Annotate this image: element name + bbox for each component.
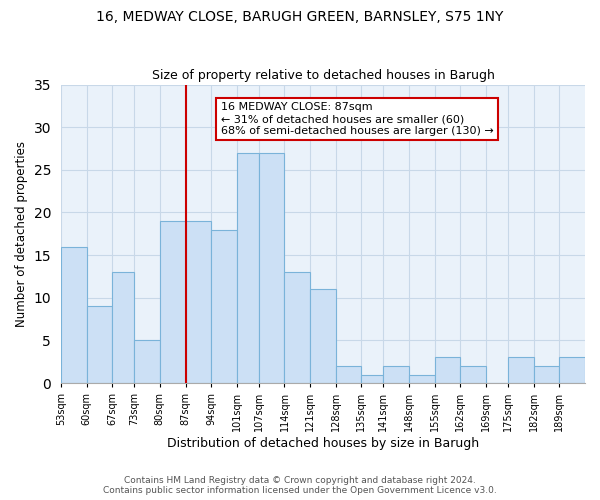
Y-axis label: Number of detached properties: Number of detached properties — [15, 141, 28, 327]
Bar — [383, 366, 409, 383]
Bar — [211, 230, 237, 383]
Bar — [134, 340, 160, 383]
Bar — [559, 358, 585, 383]
Bar — [112, 272, 134, 383]
Bar — [284, 272, 310, 383]
X-axis label: Distribution of detached houses by size in Barugh: Distribution of detached houses by size … — [167, 437, 479, 450]
Bar — [259, 153, 284, 383]
Bar — [61, 246, 86, 383]
Bar — [533, 366, 559, 383]
Text: 16 MEDWAY CLOSE: 87sqm
← 31% of detached houses are smaller (60)
68% of semi-det: 16 MEDWAY CLOSE: 87sqm ← 31% of detached… — [221, 102, 494, 136]
Bar — [336, 366, 361, 383]
Text: 16, MEDWAY CLOSE, BARUGH GREEN, BARNSLEY, S75 1NY: 16, MEDWAY CLOSE, BARUGH GREEN, BARNSLEY… — [97, 10, 503, 24]
Bar — [185, 221, 211, 383]
Bar — [409, 374, 435, 383]
Text: Contains HM Land Registry data © Crown copyright and database right 2024.
Contai: Contains HM Land Registry data © Crown c… — [103, 476, 497, 495]
Bar — [508, 358, 533, 383]
Bar — [310, 289, 336, 383]
Bar — [160, 221, 185, 383]
Bar — [361, 374, 383, 383]
Bar — [86, 306, 112, 383]
Bar — [435, 358, 460, 383]
Title: Size of property relative to detached houses in Barugh: Size of property relative to detached ho… — [152, 69, 494, 82]
Bar — [460, 366, 486, 383]
Bar — [237, 153, 259, 383]
